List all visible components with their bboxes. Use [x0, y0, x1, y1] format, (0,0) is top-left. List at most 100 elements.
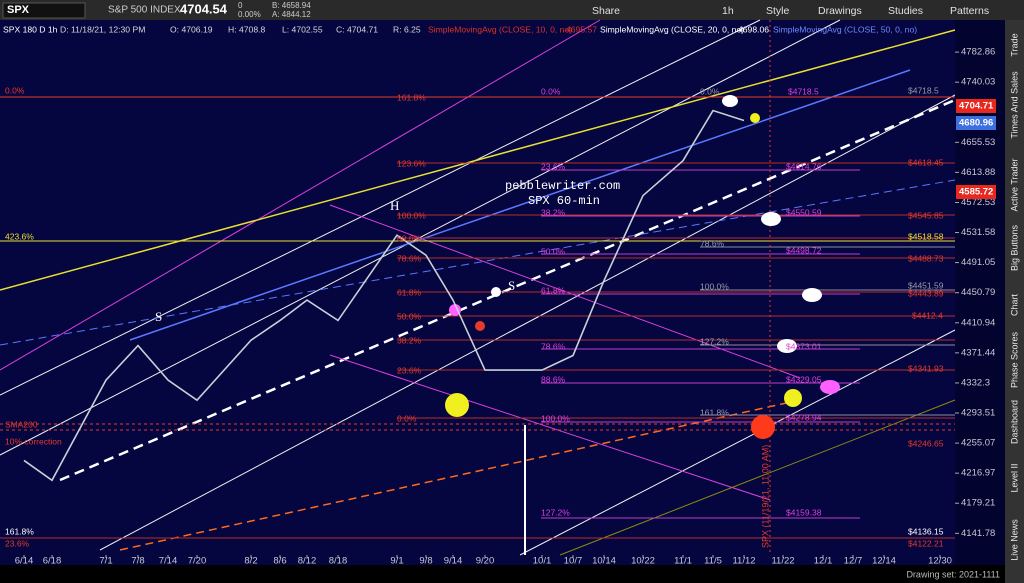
side-tab-bar [1005, 20, 1024, 583]
annotation: $4518.58 [908, 231, 944, 241]
annotation: 23.6% [5, 538, 30, 548]
price-label-box [956, 99, 996, 113]
annotation: 100.0% [397, 210, 426, 220]
annotation: $4373.01 [786, 341, 822, 351]
toolbar-button[interactable]: Share [592, 5, 620, 17]
x-tick-label: 9/14 [444, 556, 463, 567]
x-tick-label: 12/14 [872, 556, 896, 567]
x-tick-label: 9/8 [419, 556, 432, 567]
study-legend: SimpleMovingAvg (CLOSE, 10, 0, no) [428, 24, 572, 34]
annotation: 0.0% [700, 86, 720, 96]
x-tick-label: 9/1 [390, 556, 403, 567]
annotation: $4278.94 [786, 412, 822, 422]
y-tick-label: 4216.97 [961, 468, 995, 479]
footer-bar [0, 565, 1005, 583]
annotation: 0.0% [541, 86, 561, 96]
toolbar-button[interactable]: 1h [722, 5, 734, 17]
toolbar-button[interactable]: Patterns [950, 5, 989, 17]
x-tick-label: 8/2 [244, 556, 257, 567]
toolbar-button[interactable]: Studies [888, 5, 923, 17]
annotation: 123.6% [397, 158, 426, 168]
last-price: 4704.54 [180, 1, 228, 16]
y-tick-label: 4179.21 [961, 498, 995, 509]
annotation: 88.6% [541, 374, 566, 384]
price-label-box [956, 116, 996, 130]
x-tick-label: 12/1 [814, 556, 833, 567]
study-legend: SimpleMovingAvg (CLOSE, 50, 0, no) [773, 24, 917, 34]
y-tick-label: 4141.78 [961, 528, 995, 539]
y-tick-label: 4613.88 [961, 167, 995, 178]
study-legend: 4695.57 [566, 24, 597, 34]
annotation: SMA200 [5, 419, 38, 429]
x-tick-label: 12/7 [844, 556, 863, 567]
x-tick-label: 6/14 [15, 556, 34, 567]
highlight [751, 415, 775, 439]
y-tick-label: 4782.86 [961, 47, 995, 58]
side-tab[interactable]: Live News [1009, 519, 1019, 561]
symbol-box[interactable] [2, 2, 86, 19]
change: 0 [238, 1, 243, 10]
highlight [491, 287, 501, 297]
annotation: $4122.21 [908, 538, 944, 548]
trendline [329, 354, 771, 501]
side-tab[interactable]: Big Buttons [1009, 224, 1019, 271]
x-tick-label: 12/30 [928, 556, 952, 567]
side-tab[interactable]: Trade [1009, 33, 1019, 56]
annotation: 78.6% [541, 341, 566, 351]
side-tab[interactable]: Level II [1009, 463, 1019, 492]
study-legend: L: 4702.55 [282, 24, 323, 34]
annotation: $4498.72 [786, 245, 822, 255]
x-tick-label: 7/14 [159, 556, 178, 567]
x-tick-label: 10/1 [533, 556, 552, 567]
study-legend: C: 4704.71 [336, 24, 378, 34]
annotation: $4412.4 [912, 310, 943, 320]
annotation: 38.2% [397, 335, 422, 345]
study-legend: SimpleMovingAvg (CLOSE, 20, 0, no) [600, 24, 744, 34]
fib-lines [0, 162, 955, 539]
time-note: SPX (11/19/21, 11:00 AM) [760, 445, 770, 548]
price-label: 4680.96 [959, 118, 993, 129]
bid: B: 4658.94 [272, 1, 311, 10]
annotation: 61.8% [397, 287, 422, 297]
x-tick-label: 6/18 [43, 556, 62, 567]
side-tab[interactable]: Chart [1009, 294, 1019, 317]
side-tab[interactable]: Dashboard [1009, 400, 1019, 444]
toolbar-button[interactable]: Drawings [818, 5, 862, 17]
y-tick-label: 4255.07 [961, 438, 995, 449]
x-tick-label: 8/18 [329, 556, 348, 567]
price-label-box [956, 185, 996, 199]
x-tick-label: 10/22 [631, 556, 655, 567]
y-tick-label: 4371.44 [961, 347, 995, 358]
annotation: 61.8% [541, 285, 566, 295]
annotation: $4159.38 [786, 507, 822, 517]
annotation: $4136.15 [908, 526, 944, 536]
price-line [23, 109, 745, 482]
annotation: 23.6% [397, 365, 422, 375]
y-tick-label: 4491.05 [961, 257, 995, 268]
x-tick-label: 11/22 [771, 556, 794, 567]
annotation: 88.6% [397, 233, 422, 243]
x-tick-label: 10/14 [592, 556, 616, 567]
trendline [0, 29, 956, 291]
study-legend: O: 4706.19 [170, 24, 213, 34]
x-tick-label: 8/12 [298, 556, 317, 567]
x-tick-label: 11/5 [704, 556, 722, 567]
highlight [802, 288, 822, 302]
annotation: $4718.5 [788, 86, 819, 96]
y-tick-label: 4655.53 [961, 137, 995, 148]
study-legend: R: 6.25 [393, 24, 421, 34]
toolbar-button[interactable]: Style [766, 5, 790, 17]
side-tab[interactable]: Phase Scores [1009, 331, 1019, 388]
x-tick-label: 7/20 [188, 556, 207, 567]
side-tab[interactable]: Times And Sales [1009, 71, 1019, 139]
trendline [0, 19, 761, 396]
study-legend: H: 4708.8 [228, 24, 265, 34]
annotation: $4451.59 [908, 280, 944, 290]
annotation: $4488.73 [908, 253, 944, 263]
pattern-label: S [155, 309, 162, 324]
side-tab[interactable]: Active Trader [1009, 158, 1019, 211]
toolbar [0, 0, 1024, 20]
annotation: 161.8% [700, 407, 729, 417]
study-legend: 4698.06 [738, 24, 769, 34]
